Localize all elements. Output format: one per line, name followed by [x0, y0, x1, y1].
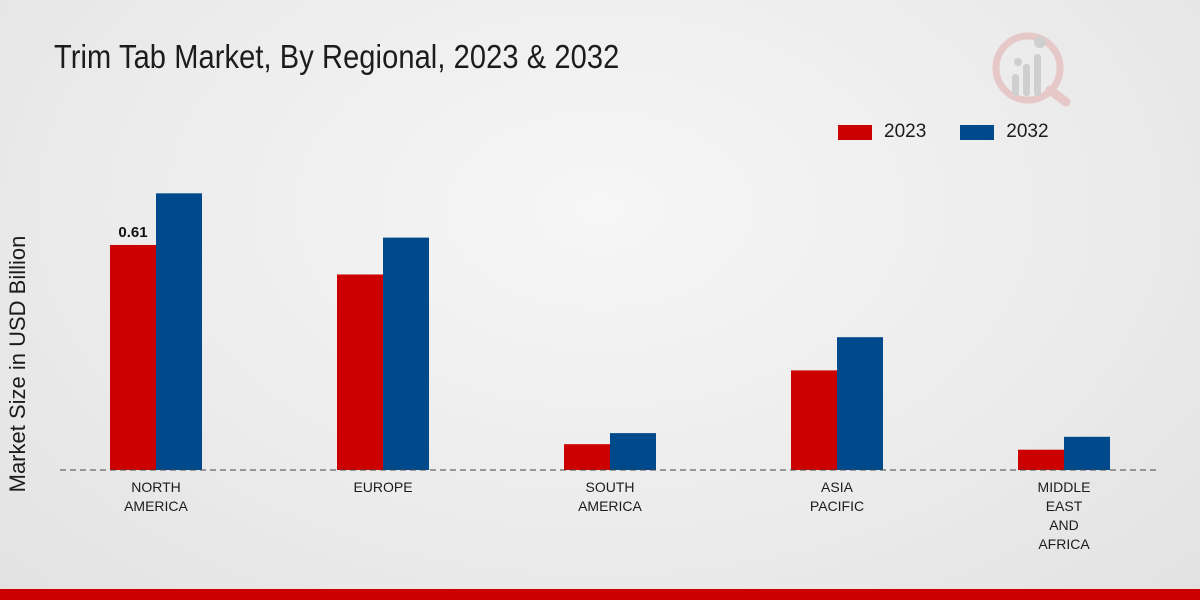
- x-tick-label: MIDDLE EAST AND AFRICA: [1038, 479, 1091, 552]
- bar-2032-south-america[interactable]: [610, 433, 656, 470]
- chart-legend: 2023 2032: [838, 121, 1083, 143]
- legend-swatch-2032: [960, 124, 995, 140]
- logo-watermark-icon: [992, 32, 1071, 107]
- x-tick-label: EUROPE: [353, 479, 412, 495]
- bar-2032-north-america[interactable]: [156, 193, 202, 471]
- bar-2032-asia-pacific[interactable]: [837, 337, 883, 470]
- bottom-accent-bar: [0, 589, 1200, 600]
- legend-swatch-2023: [838, 124, 872, 140]
- bar-2023-asia-pacific[interactable]: [791, 370, 837, 470]
- data-label: 0.61: [118, 224, 147, 241]
- bar-2023-europe[interactable]: [337, 274, 383, 470]
- bar-2032-europe[interactable]: [383, 237, 429, 470]
- legend-item-2023[interactable]: 2023: [838, 121, 926, 143]
- bar-2023-middle-east-and-africa[interactable]: [1018, 449, 1064, 470]
- x-tick-label: ASIA PACIFIC: [810, 479, 864, 514]
- chart-title: Trim Tab Market, By Regional, 2023 & 203…: [54, 38, 620, 75]
- legend-label-2023: 2023: [884, 121, 927, 142]
- legend-label-2032: 2032: [1006, 121, 1049, 142]
- bar-2032-middle-east-and-africa[interactable]: [1064, 436, 1110, 470]
- bar-2023-north-america[interactable]: [110, 244, 156, 470]
- legend-item-2032[interactable]: 2032: [960, 121, 1049, 143]
- x-tick-label: NORTH AMERICA: [124, 479, 188, 514]
- bar-2023-south-america[interactable]: [564, 444, 610, 470]
- x-tick-label: SOUTH AMERICA: [578, 479, 642, 514]
